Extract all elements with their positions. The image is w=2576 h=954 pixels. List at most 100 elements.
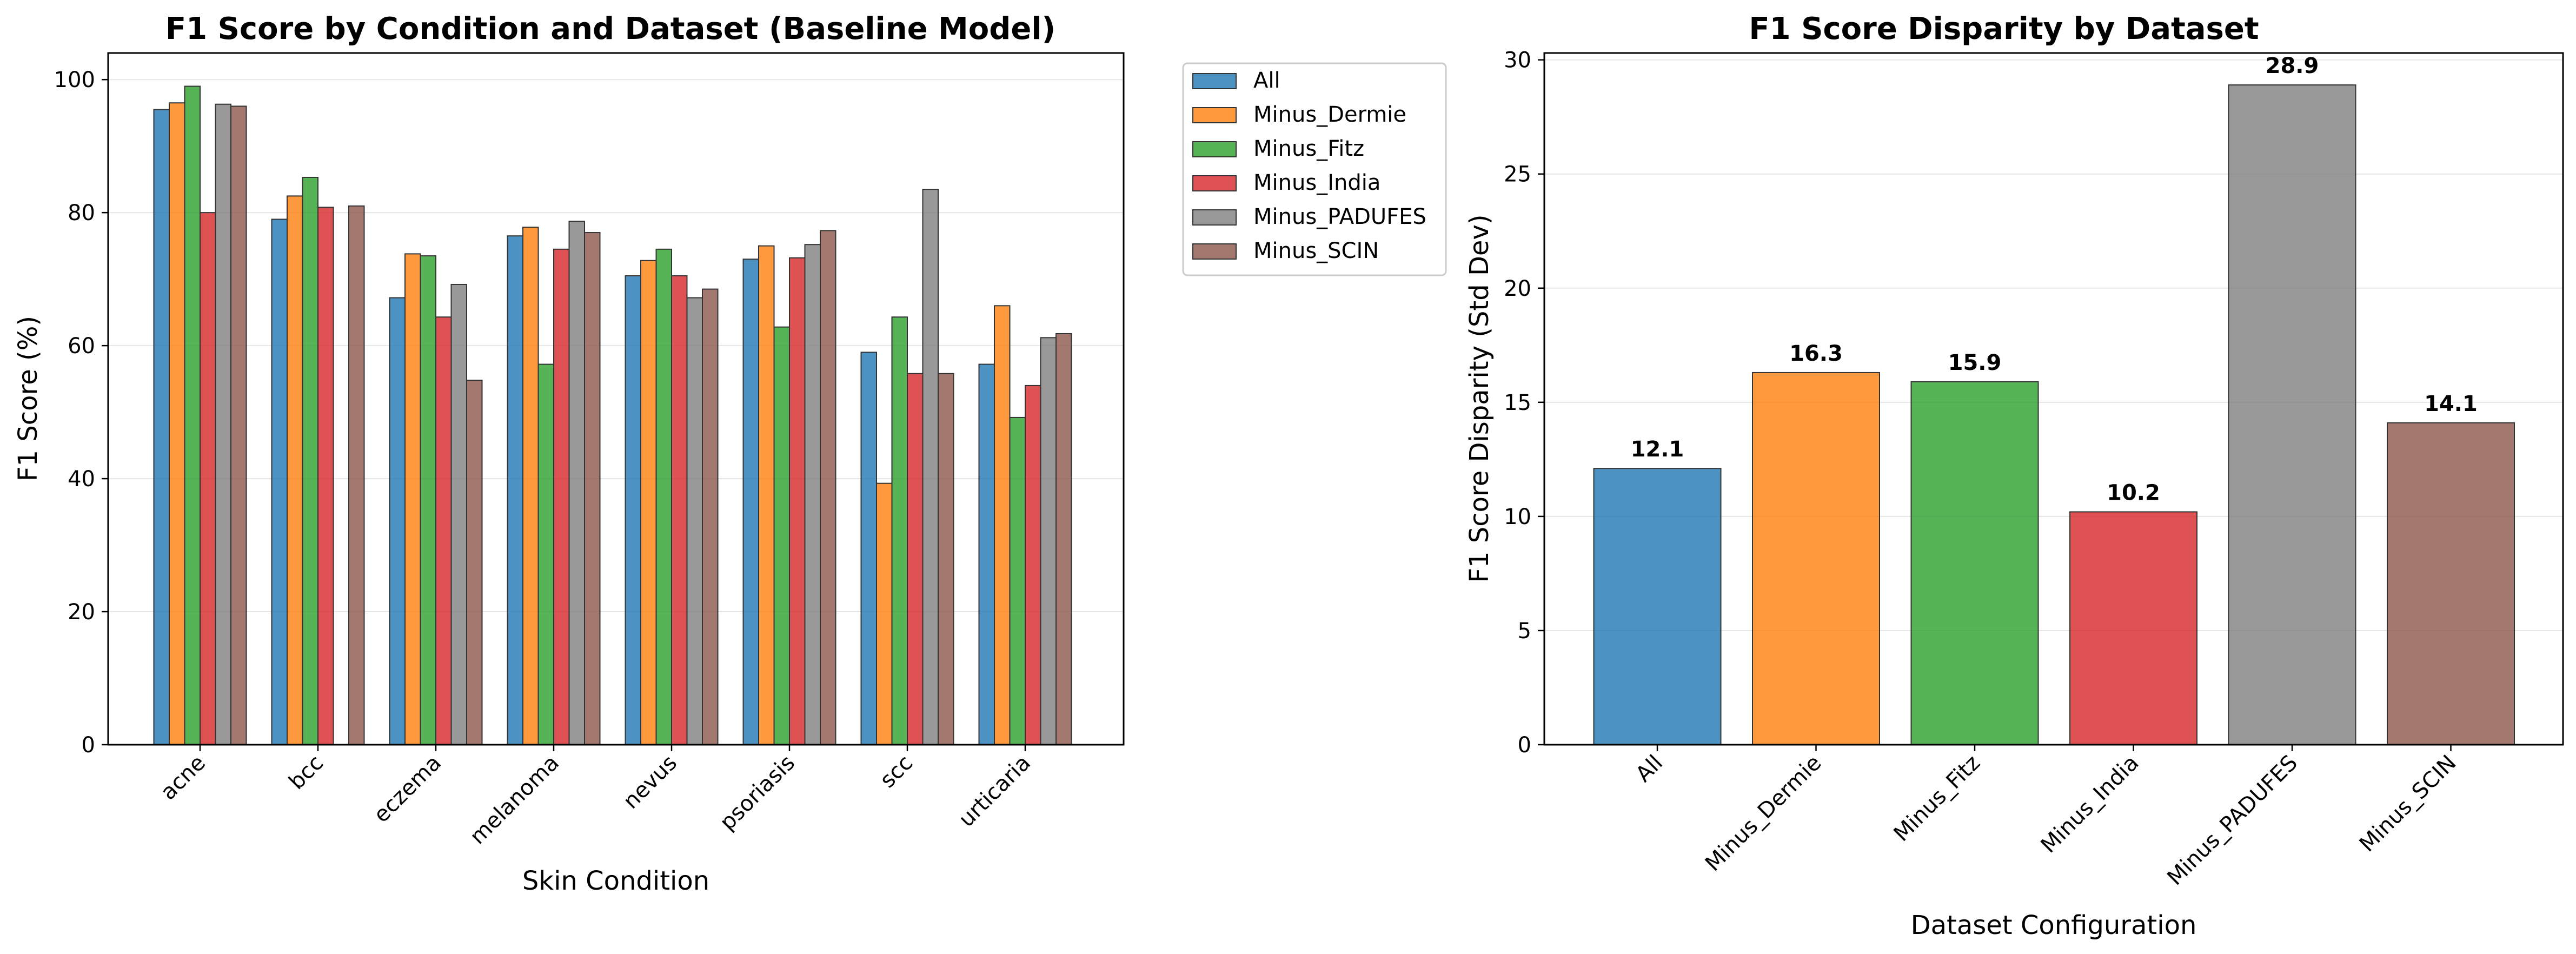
legend-label: All bbox=[1253, 68, 1280, 93]
legend-swatch bbox=[1192, 209, 1237, 226]
y-tick-label: 0 bbox=[1518, 733, 1531, 758]
bar-eczema-Minus_Dermie bbox=[404, 253, 421, 745]
legend-frame bbox=[1182, 62, 1447, 276]
bar-acne-Minus_SCIN bbox=[230, 105, 247, 745]
bar-scc-Minus_SCIN bbox=[938, 373, 954, 745]
bar-value-label: 16.3 bbox=[1789, 341, 1843, 366]
chart2-bars bbox=[1593, 84, 2515, 745]
y-tick-label: 30 bbox=[1504, 48, 1531, 73]
bar-psoriasis-Minus_PADUFES bbox=[804, 244, 821, 745]
bar-bcc-Minus_SCIN bbox=[348, 205, 365, 745]
chart2-data-labels: 12.1 16.3 15.9 10.2 28.9 14.1 bbox=[1631, 54, 2478, 505]
bar-nevus-Minus_India bbox=[671, 275, 688, 745]
bar-acne-Minus_PADUFES bbox=[215, 103, 231, 745]
bar-urticaria-All bbox=[978, 363, 995, 745]
bar-nevus-Minus_SCIN bbox=[702, 288, 719, 745]
grouped-bar-chart: F1 Score by Condition and Dataset (Basel… bbox=[13, 11, 1447, 896]
bar-urticaria-Minus_India bbox=[1025, 385, 1041, 745]
chart2-y-axis-label: F1 Score Disparity (Std Dev) bbox=[1464, 214, 1495, 582]
y-tick-label: 40 bbox=[68, 467, 95, 492]
bar-melanoma-Minus_PADUFES bbox=[568, 221, 585, 745]
bar-value-label: 12.1 bbox=[1631, 437, 1684, 462]
legend-label: Minus_SCIN bbox=[1253, 239, 1379, 263]
legend-swatch bbox=[1192, 73, 1237, 89]
legend-items: All Minus_Dermie Minus_Fitz Minus_India Minu… bbox=[1192, 68, 1426, 263]
bar-nevus-Minus_Fitz bbox=[655, 248, 672, 745]
chart1-plot-frame bbox=[107, 52, 1125, 746]
bar-nevus-Minus_Dermie bbox=[640, 260, 657, 745]
bar-nevus-All bbox=[625, 275, 641, 745]
y-tick-label: 20 bbox=[68, 600, 95, 625]
bar-Minus_PADUFES bbox=[2228, 84, 2356, 745]
y-tick-label: 0 bbox=[82, 733, 95, 758]
bar-melanoma-Minus_SCIN bbox=[584, 232, 601, 745]
bar-Minus_India bbox=[2069, 511, 2197, 745]
legend-swatch bbox=[1192, 107, 1237, 123]
bar-psoriasis-Minus_Fitz bbox=[773, 326, 790, 745]
chart1-y-ticks: 0 20 40 60 80 100 bbox=[54, 68, 108, 758]
bar-urticaria-Minus_PADUFES bbox=[1040, 337, 1057, 745]
bar-psoriasis-Minus_India bbox=[789, 257, 806, 745]
legend-swatch bbox=[1192, 141, 1237, 157]
bar-bcc-Minus_India bbox=[317, 207, 334, 746]
legend-label: Minus_PADUFES bbox=[1253, 204, 1426, 229]
bar-Minus_SCIN bbox=[2387, 422, 2515, 745]
chart1-y-axis-label: F1 Score (%) bbox=[13, 316, 43, 481]
bar-value-label: 28.9 bbox=[2266, 54, 2319, 78]
chart2-title: F1 Score Disparity by Dataset bbox=[1749, 11, 2259, 47]
bar-eczema-All bbox=[389, 297, 406, 745]
y-tick-label: 15 bbox=[1504, 390, 1531, 415]
bar-scc-Minus_India bbox=[907, 373, 924, 745]
bar-bcc-Minus_Dermie bbox=[287, 195, 303, 746]
bar-melanoma-All bbox=[507, 235, 523, 745]
bar-acne-All bbox=[153, 109, 170, 745]
y-tick-label: 20 bbox=[1504, 276, 1531, 301]
bar-melanoma-Minus_India bbox=[553, 248, 570, 745]
chart2-plot-frame bbox=[1543, 52, 2564, 746]
bar-psoriasis-All bbox=[742, 259, 759, 746]
y-tick-label: 100 bbox=[54, 68, 95, 92]
bar-eczema-Minus_PADUFES bbox=[450, 283, 467, 745]
y-tick-label: 80 bbox=[68, 201, 95, 226]
y-tick-label: 25 bbox=[1504, 162, 1531, 187]
bar-melanoma-Minus_Dermie bbox=[522, 227, 539, 746]
y-tick-label: 60 bbox=[68, 334, 95, 359]
bar-scc-Minus_Fitz bbox=[891, 316, 908, 745]
bar-scc-Minus_PADUFES bbox=[922, 189, 939, 745]
y-tick-label: 5 bbox=[1518, 619, 1531, 644]
legend-label: Minus_Fitz bbox=[1253, 136, 1364, 161]
bar-All bbox=[1593, 468, 1722, 745]
bar-value-label: 10.2 bbox=[2107, 480, 2160, 505]
bar-value-label: 14.1 bbox=[2424, 392, 2478, 416]
bar-acne-Minus_Fitz bbox=[184, 85, 201, 746]
bar-urticaria-Minus_SCIN bbox=[1055, 333, 1072, 745]
bar-melanoma-Minus_Fitz bbox=[537, 363, 554, 745]
chart1-bars bbox=[153, 85, 1072, 746]
bar-eczema-Minus_SCIN bbox=[466, 380, 483, 745]
bar-bcc-Minus_Fitz bbox=[302, 176, 318, 746]
bar-acne-Minus_India bbox=[200, 212, 216, 745]
bar-acne-Minus_Dermie bbox=[169, 102, 185, 745]
y-tick-label: 10 bbox=[1504, 505, 1531, 529]
bar-Minus_Dermie bbox=[1752, 372, 1880, 745]
legend-label: Minus_Dermie bbox=[1253, 102, 1406, 127]
chart2-y-ticks: 0 5 10 15 20 25 30 bbox=[1504, 48, 1544, 758]
bar-value-label: 15.9 bbox=[1948, 350, 2002, 375]
bar-scc-All bbox=[860, 352, 877, 745]
chart1-legend: All Minus_Dermie Minus_Fitz Minus_India Minu… bbox=[1182, 62, 1447, 276]
bar-scc-Minus_Dermie bbox=[876, 482, 893, 745]
bar-psoriasis-Minus_Dermie bbox=[758, 245, 775, 745]
legend-swatch bbox=[1192, 243, 1237, 260]
bar-bcc-All bbox=[271, 218, 288, 746]
bar-psoriasis-Minus_SCIN bbox=[820, 230, 836, 745]
bar-eczema-Minus_India bbox=[435, 316, 452, 745]
chart1-x-axis-label: Skin Condition bbox=[522, 866, 709, 896]
legend-swatch bbox=[1192, 175, 1237, 191]
legend-label: Minus_India bbox=[1253, 170, 1380, 195]
bar-eczema-Minus_Fitz bbox=[420, 255, 436, 745]
bar-urticaria-Minus_Dermie bbox=[994, 305, 1011, 745]
bar-Minus_Fitz bbox=[1910, 381, 2039, 745]
chart1-title: F1 Score by Condition and Dataset (Basel… bbox=[165, 11, 1055, 47]
bar-nevus-Minus_PADUFES bbox=[686, 297, 703, 745]
